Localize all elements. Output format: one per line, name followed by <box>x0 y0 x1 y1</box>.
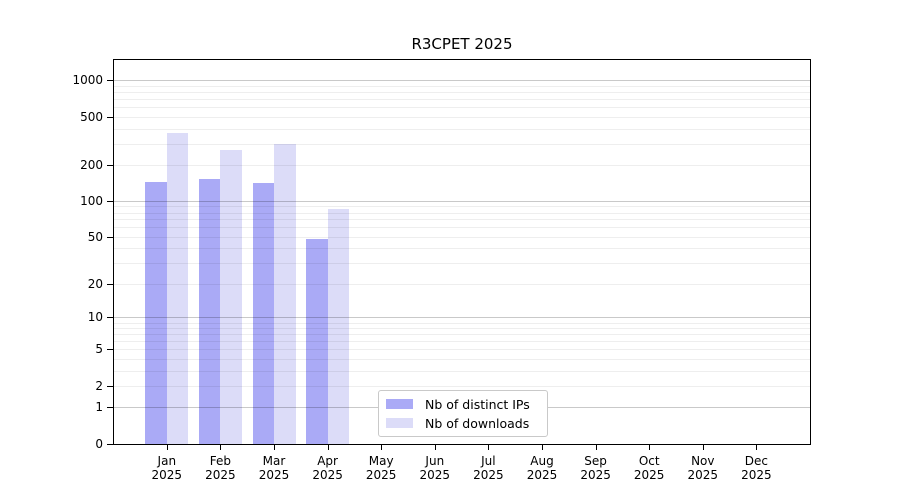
minor-gridline <box>114 116 810 118</box>
bar-downloads-apr <box>327 209 350 444</box>
y-tick-mark <box>107 317 113 319</box>
y-tick-label: 1000 <box>72 73 103 88</box>
x-tick-label: Mar 2025 <box>258 454 290 482</box>
y-tick-label: 100 <box>80 193 103 208</box>
minor-gridline <box>114 85 810 87</box>
minor-gridline <box>114 128 810 130</box>
minor-gridline <box>114 385 810 387</box>
x-tick-mark <box>274 445 275 450</box>
x-tick-label: May 2025 <box>365 454 397 482</box>
legend-label-distinct-ips: Nb of distinct IPs <box>425 396 530 412</box>
legend-swatch-downloads <box>386 418 413 428</box>
x-tick-mark <box>434 445 436 450</box>
minor-gridline <box>114 283 810 285</box>
minor-gridline <box>114 107 810 109</box>
major-gridline <box>114 200 810 202</box>
y-tick-mark <box>107 200 113 202</box>
x-tick-label: Feb 2025 <box>205 454 236 482</box>
x-tick-mark <box>166 445 168 450</box>
minor-gridline <box>114 263 810 265</box>
plot-area <box>113 59 811 445</box>
minor-gridline <box>114 370 810 372</box>
minor-gridline <box>114 236 810 238</box>
y-tick-mark <box>107 236 113 238</box>
y-tick-label: 200 <box>80 157 103 172</box>
major-gridline <box>114 317 810 319</box>
x-tick-mark <box>220 445 222 450</box>
x-tick-mark <box>649 445 651 450</box>
bar-distinct-ips-mar <box>252 183 274 444</box>
x-tick-label: Aug 2025 <box>526 454 558 482</box>
y-tick-label: 10 <box>87 310 103 325</box>
major-gridline <box>114 80 810 82</box>
x-tick-label: Apr 2025 <box>312 454 343 482</box>
y-tick-label: 1 <box>95 400 103 415</box>
y-tick-label: 500 <box>80 109 103 124</box>
legend-item-distinct-ips: Nb of distinct IPs <box>386 396 539 412</box>
y-tick-mark <box>107 407 113 409</box>
minor-gridline <box>114 143 810 145</box>
y-tick-mark <box>107 164 113 166</box>
bar-downloads-mar <box>274 144 296 444</box>
minor-gridline <box>114 212 810 214</box>
x-tick-label: Jul 2025 <box>473 454 504 482</box>
minor-gridline <box>114 206 810 208</box>
minor-gridline <box>114 227 810 229</box>
x-tick-label: Sep 2025 <box>580 454 611 482</box>
minor-gridline <box>114 164 810 166</box>
y-tick-label: 5 <box>95 342 103 357</box>
bar-downloads-feb <box>220 150 242 444</box>
legend-swatch-distinct-ips <box>386 399 413 409</box>
bar-distinct-ips-jan <box>145 181 167 444</box>
x-tick-label: Nov 2025 <box>687 454 719 482</box>
x-tick-mark <box>327 445 329 450</box>
y-tick-label: 0 <box>95 436 103 451</box>
x-tick-label: Dec 2025 <box>741 454 772 482</box>
x-tick-mark <box>756 445 758 450</box>
y-tick-label: 2 <box>95 378 103 393</box>
minor-gridline <box>114 219 810 221</box>
minor-gridline <box>114 358 810 360</box>
y-tick-mark <box>107 443 113 445</box>
legend-label-downloads: Nb of downloads <box>425 415 530 431</box>
y-tick-label: 50 <box>87 229 103 244</box>
minor-gridline <box>114 322 810 324</box>
x-tick-mark <box>595 445 597 450</box>
y-tick-mark <box>107 116 113 118</box>
y-tick-mark <box>107 349 113 351</box>
bar-distinct-ips-feb <box>198 179 221 444</box>
x-tick-label: Jun 2025 <box>419 454 451 482</box>
x-tick-label: Jan 2025 <box>151 454 183 482</box>
legend-item-downloads: Nb of downloads <box>386 415 539 431</box>
y-tick-mark <box>107 283 113 285</box>
x-tick-label: Oct 2025 <box>633 454 665 482</box>
chart-title: R3CPET 2025 <box>411 35 513 53</box>
x-tick-mark <box>488 445 490 450</box>
minor-gridline <box>114 341 810 343</box>
legend: Nb of distinct IPs Nb of downloads <box>378 390 548 437</box>
x-tick-mark <box>542 445 543 450</box>
minor-gridline <box>114 349 810 351</box>
x-tick-mark <box>702 445 704 450</box>
minor-gridline <box>114 92 810 94</box>
minor-gridline <box>114 99 810 101</box>
minor-gridline <box>114 248 810 250</box>
bar-distinct-ips-apr <box>306 238 328 444</box>
y-tick-label: 20 <box>87 276 103 291</box>
y-tick-mark <box>107 80 113 82</box>
y-tick-mark <box>107 385 113 387</box>
minor-gridline <box>114 334 810 336</box>
minor-gridline <box>114 328 810 330</box>
x-tick-mark <box>381 445 383 450</box>
bar-downloads-jan <box>166 132 189 444</box>
